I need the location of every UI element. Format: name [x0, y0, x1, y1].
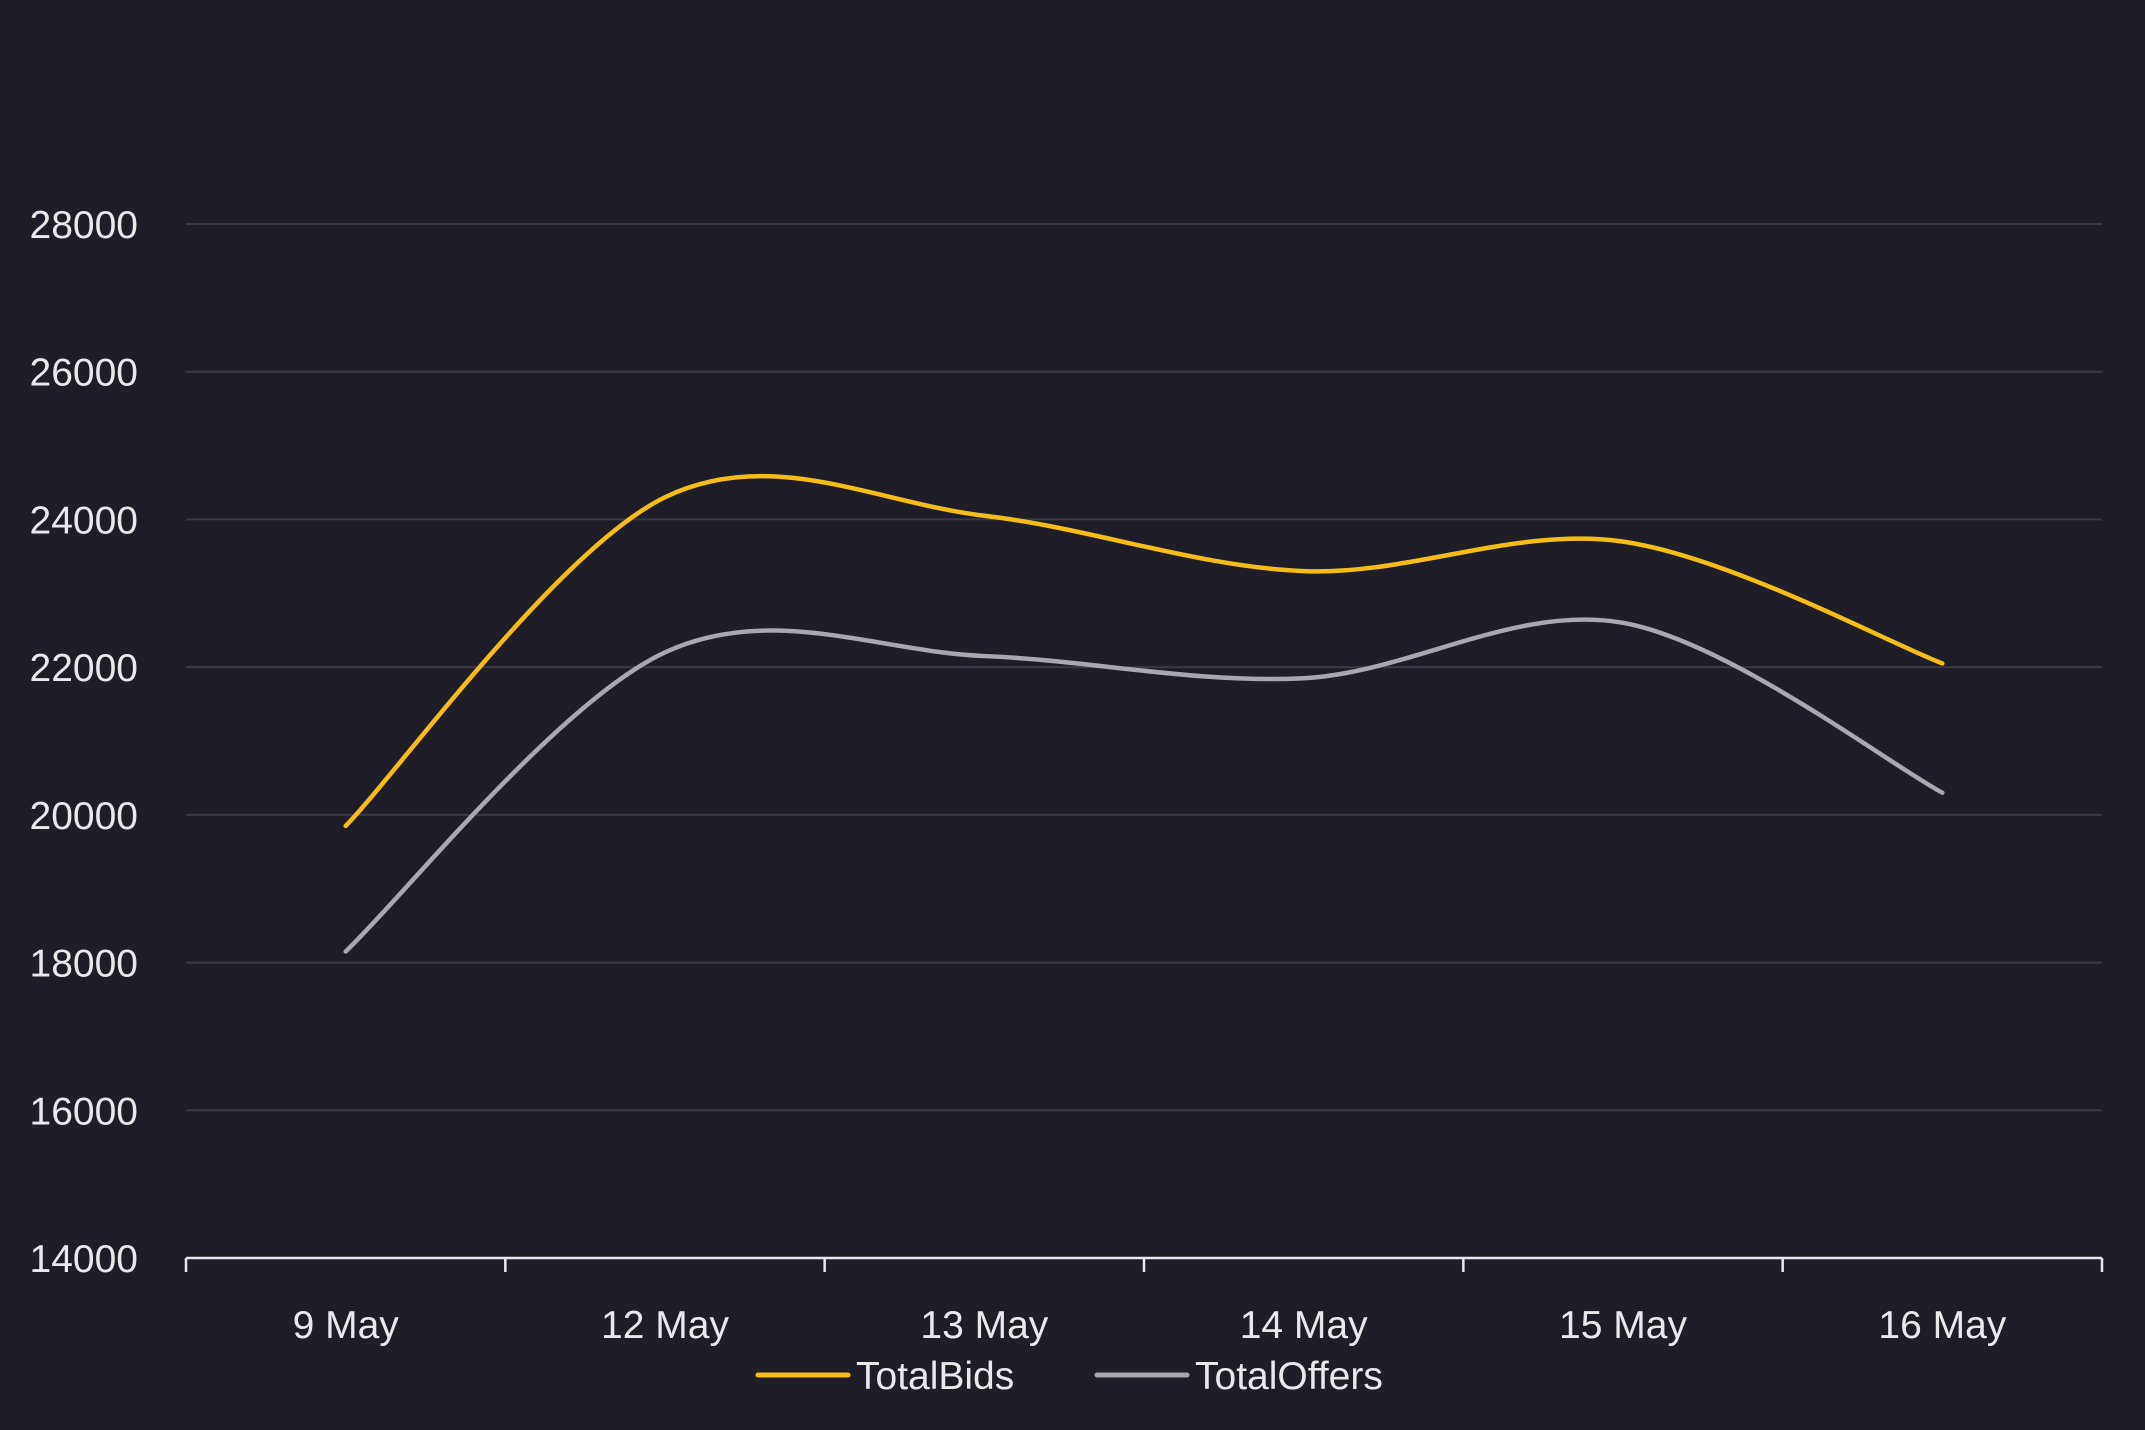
x-tick-label-1: 12 May [601, 1304, 729, 1347]
y-tick-label-18000: 18000 [30, 943, 138, 986]
y-tick-label-22000: 22000 [30, 647, 138, 690]
y-tick-label-26000: 26000 [30, 352, 138, 395]
x-tick-label-4: 15 May [1559, 1304, 1687, 1347]
y-tick-label-14000: 14000 [30, 1238, 138, 1281]
x-tick-label-3: 14 May [1240, 1304, 1368, 1347]
y-tick-label-16000: 16000 [30, 1090, 138, 1133]
series-lines [343, 473, 1945, 954]
legend-label-totalbids: TotalBids [856, 1355, 1014, 1398]
legend-label-totaloffers: TotalOffers [1195, 1355, 1383, 1398]
x-tick-label-2: 13 May [920, 1304, 1048, 1347]
series-line-totaloffers [343, 617, 1945, 954]
legend: TotalBids TotalOffers [755, 1355, 1383, 1398]
y-tick-label-20000: 20000 [30, 795, 138, 838]
x-tick-label-5: 16 May [1878, 1304, 2006, 1347]
series-line-totalbids [343, 473, 1945, 829]
x-axis: 9 May 12 May 13 May 14 May 15 May 16 May [184, 1256, 2104, 1347]
grid-lines [186, 223, 2102, 1112]
y-axis: 14000 16000 18000 20000 22000 24000 26000 28000 [30, 204, 138, 1281]
y-tick-label-28000: 28000 [30, 204, 138, 247]
y-tick-label-24000: 24000 [30, 499, 138, 542]
x-tick-label-0: 9 May [293, 1304, 400, 1347]
